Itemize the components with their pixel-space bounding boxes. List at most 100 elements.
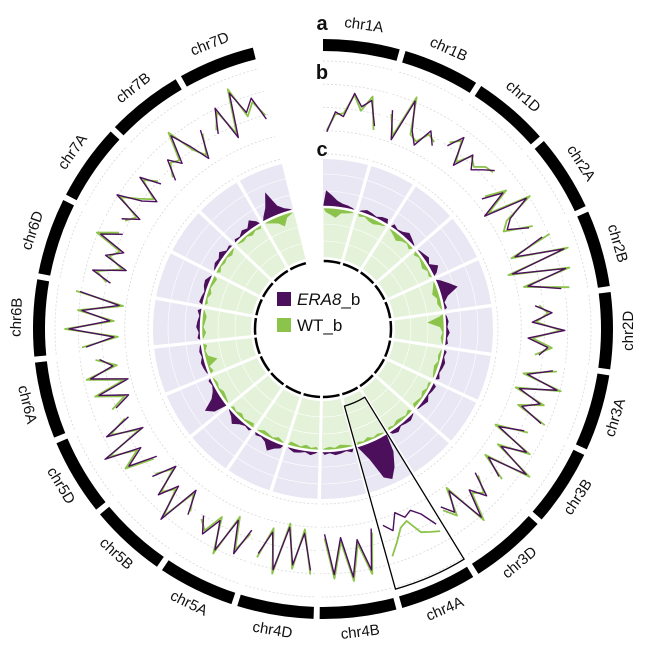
track-b-grid-chr5D — [140, 406, 169, 453]
track-b-grid-chr1D — [443, 143, 489, 183]
track-c-inner-bg-chr3A — [388, 340, 444, 380]
ideogram-chr2B — [577, 211, 610, 288]
track-b-grid-chr4A — [377, 498, 426, 521]
track-b-grid-chr3A — [524, 364, 543, 422]
ideogram-chr4A — [399, 566, 474, 608]
track-b-grid-chr1A — [322, 83, 388, 94]
sector-separators — [151, 156, 494, 501]
track-c-grid-chr5A — [236, 457, 275, 477]
line-era8-chr7D — [214, 92, 267, 139]
line-wt-chr6D — [95, 231, 124, 283]
track-b-grid-chr6D — [82, 219, 105, 283]
track-b-grid-chr2B — [546, 229, 566, 293]
density-era8-chr7D — [263, 192, 294, 223]
track-b-grid-chr4B — [320, 542, 380, 551]
density-wt-chr2B — [432, 279, 444, 311]
line-era8-chr6B — [68, 290, 120, 348]
track-b-grid-chr4A — [383, 518, 438, 543]
line-era8-chr1D — [447, 136, 495, 172]
track-c-inner-bg-chr2A — [377, 249, 434, 299]
track-b-grid-chr5A — [225, 474, 268, 496]
line-era8-chr5A — [201, 515, 253, 555]
track-b-grid-chr7D — [202, 91, 264, 116]
density-era8-chr2B — [434, 279, 458, 311]
chromosome-label-chr6D: chr6D — [18, 209, 47, 253]
track-b-grid-chr1A — [322, 60, 394, 71]
track-b-grid-chr1B — [399, 71, 465, 102]
track-b-grid-chr7D — [214, 113, 270, 137]
track-b-grid-chr4D — [250, 562, 316, 575]
track-c-inner-bg-chr6A — [201, 337, 257, 375]
track-b-grid-chr7D — [237, 158, 281, 177]
chromosome-label-chr3A: chr3A — [602, 396, 630, 438]
track-b-grid-chr2A — [455, 215, 482, 256]
line-era8-chr3A — [518, 370, 558, 425]
line-era8-chr3D — [440, 472, 488, 518]
track-b-grid-chr1D — [430, 162, 472, 198]
track-c-outer-bg-chr4B — [321, 447, 367, 499]
density-wt-chr1A — [323, 207, 356, 218]
center-ring-chr4B — [322, 393, 340, 399]
center-ring-chr1A — [323, 259, 341, 265]
track-b-grid-chr6B — [101, 290, 106, 351]
track-c-outer-bg-chr7B — [200, 182, 262, 245]
chromosome-label-chr4B: chr4B — [340, 621, 381, 643]
track-b-grid-chr7D — [191, 68, 259, 96]
track-b-grid-chr6D — [105, 230, 125, 287]
track-b-grid-chr5D — [161, 397, 187, 439]
track-c-inner-bg-chr1B — [343, 212, 388, 268]
line-era8-chr4B — [323, 528, 373, 578]
track-c-grid-chr6B — [167, 302, 171, 344]
line-wt-chr3A — [514, 370, 562, 426]
chromosome-label-chr7D: chr7D — [188, 29, 232, 60]
track-b-grid-chr1A — [322, 153, 370, 161]
track-b-grid-chr2D — [541, 300, 545, 360]
track-c-grid-chr1A — [322, 173, 365, 180]
track-c-grid-chr2A — [440, 228, 464, 264]
track-label-c: c — [316, 139, 327, 161]
track-b-grid-chr5B — [170, 455, 210, 492]
line-wt-chr3B — [484, 423, 531, 480]
ideogram-chr3A — [575, 373, 610, 450]
line-wt-chr7D — [215, 88, 266, 135]
track-b-grid-chr5D — [119, 416, 151, 468]
track-b-grid-chr6B — [147, 298, 151, 346]
center-ring-chr2B — [384, 301, 392, 319]
ideogram-chr6A — [34, 361, 66, 438]
track-b-grid-chr4A — [396, 557, 463, 588]
track-b-grid-chr2D — [587, 294, 592, 367]
ideogram-chr5A — [161, 560, 236, 605]
line-wt-chr4B — [323, 532, 374, 582]
line-era8-chr7B — [166, 129, 210, 181]
legend-label-era8: ERA8_b — [297, 290, 360, 309]
center-ring-chr7B — [273, 269, 289, 283]
center-ring-chr6B — [253, 317, 258, 335]
track-b-grid-chr2D — [495, 306, 499, 354]
track-c-grid-chr1D — [407, 198, 440, 227]
ideogram-track-a — [33, 39, 613, 619]
track-b-grid-chr1B — [385, 116, 441, 142]
track-c-inner-bg-chr7D — [263, 210, 306, 267]
line-era8-chr1B — [390, 100, 433, 146]
line-wt-chr1B — [390, 96, 435, 143]
center-ring-chr4A — [341, 386, 359, 396]
density-era8-chr5D — [204, 377, 228, 412]
ideogram-chr5D — [56, 438, 106, 510]
ideogram-chr4D — [237, 594, 314, 619]
line-era8-chr5B — [152, 465, 197, 520]
track-b-grid-chr1D — [456, 123, 507, 167]
track-b-grid-chr5D — [76, 434, 114, 497]
center-ring-chr4D — [303, 392, 321, 399]
track-b-grid-chr1B — [372, 160, 416, 181]
track-b-grid-chr3D — [466, 508, 522, 556]
track-b-grid-chr1B — [379, 138, 428, 161]
density-wt-chr2D — [427, 313, 445, 346]
track-b-grid-chr4D — [271, 495, 318, 505]
center-ring-chr6A — [254, 337, 261, 355]
legend-label-wt: WT_b — [297, 316, 342, 335]
track-c-grid-chr1B — [367, 180, 405, 198]
track-c-outer-bg-chr6D — [156, 253, 214, 306]
line-track-b — [64, 88, 571, 582]
line-wt-chr4A — [391, 520, 441, 557]
